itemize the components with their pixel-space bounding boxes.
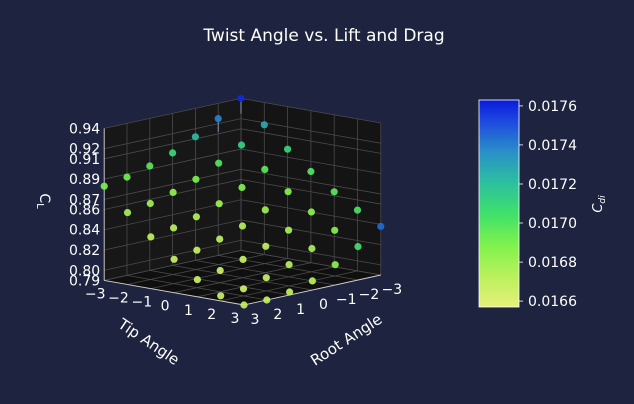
z-tick-label: 0.86 <box>69 203 100 219</box>
data-point <box>216 235 224 243</box>
x-tick-label: −1 <box>131 295 152 311</box>
z-tick-label: 0.94 <box>69 121 100 137</box>
data-point <box>239 285 248 293</box>
data-point <box>193 276 201 284</box>
colorbar-tick-label: 0.0166 <box>528 294 577 310</box>
gridline-z <box>104 179 381 210</box>
data-point <box>100 182 108 190</box>
data-point <box>330 188 338 196</box>
colorbar-ticks: 0.0166 0.0168 0.0170 0.0172 0.0174 0.0176 <box>519 99 577 310</box>
data-point <box>261 165 269 173</box>
colorbar-tick-label: 0.0170 <box>528 216 577 232</box>
data-point <box>237 94 245 102</box>
data-point <box>238 183 246 192</box>
y-tick-label: −3 <box>381 282 402 298</box>
data-point <box>353 206 362 214</box>
data-point <box>260 121 268 129</box>
y-axis-label: Root Angle <box>307 310 385 369</box>
data-point <box>307 167 315 176</box>
data-point <box>308 244 316 253</box>
data-point <box>331 261 339 269</box>
data-point <box>123 209 132 217</box>
data-point <box>240 301 248 309</box>
z-tick-label: 0.89 <box>69 172 100 188</box>
data-point <box>169 149 177 157</box>
data-point <box>191 133 199 141</box>
x-tick-label: 3 <box>231 311 240 327</box>
gridline-z <box>104 239 381 271</box>
y-tick-label: 2 <box>273 307 282 323</box>
data-point <box>193 246 201 254</box>
z-tick-label: 0.82 <box>69 243 100 259</box>
gridline-z <box>104 128 381 160</box>
data-point <box>377 222 385 230</box>
data-point <box>216 266 224 275</box>
z-tick-label: 0.84 <box>69 223 100 239</box>
data-point <box>262 242 270 250</box>
data-point <box>146 162 154 170</box>
gridline-z <box>104 168 381 200</box>
data-point <box>262 274 270 282</box>
colorbar-tick-label: 0.0168 <box>528 255 577 271</box>
data-point <box>170 255 178 263</box>
y-tick-label: 1 <box>296 302 305 318</box>
data-point <box>261 206 269 214</box>
data-point <box>286 288 294 296</box>
data-point <box>285 226 293 234</box>
colorbar-tick-label: 0.0176 <box>528 99 577 115</box>
data-point <box>169 188 177 196</box>
data-point <box>284 188 292 196</box>
tick-labels: −3 −2 −1 0 1 2 3−3−2−101230.790.800.820.840.86… <box>69 121 402 328</box>
y-tick-label: −1 <box>336 292 357 308</box>
data-point <box>170 224 178 232</box>
data-point <box>192 175 200 183</box>
data-point <box>284 145 292 153</box>
x-tick-label: 0 <box>161 299 170 315</box>
y-tick-label: 3 <box>251 312 260 328</box>
z-tick-label: 0.92 <box>69 142 100 158</box>
data-point <box>263 296 271 304</box>
data-points <box>100 94 385 309</box>
colorbar-gradient <box>478 99 520 308</box>
colorbar: 0.0166 0.0168 0.0170 0.0172 0.0174 0.0176 Cdi <box>478 99 608 310</box>
colorbar-tick-label: 0.0174 <box>528 138 577 154</box>
z-axis-label: CL <box>34 193 52 209</box>
y-tick-label: 0 <box>319 297 328 313</box>
colorbar-tick-label: 0.0172 <box>528 177 577 193</box>
x-axis-line <box>104 279 245 306</box>
colorbar-label: Cdi <box>591 195 608 213</box>
data-point <box>146 199 154 208</box>
x-tick-label: −2 <box>108 291 129 307</box>
data-point <box>308 277 316 285</box>
x-axis-label: Tip Angle <box>114 314 183 369</box>
data-point <box>215 159 223 167</box>
x-tick-label: −3 <box>85 286 106 302</box>
gridline-z <box>104 118 381 150</box>
data-point <box>354 243 362 251</box>
data-point <box>215 200 223 208</box>
data-point <box>192 213 200 221</box>
data-point <box>331 226 339 234</box>
x-tick-label: 1 <box>184 303 193 319</box>
data-point <box>123 173 131 181</box>
z-tick-label: 0.80 <box>69 263 100 279</box>
data-point <box>147 233 155 241</box>
data-point <box>237 141 246 149</box>
data-point <box>307 208 315 216</box>
z-tick-label: 0.87 <box>69 192 100 208</box>
data-point <box>214 115 222 123</box>
y-tick-label: −2 <box>359 287 380 303</box>
data-point <box>239 255 247 263</box>
gridline-z <box>104 199 381 231</box>
z-tick-label: 0.91 <box>69 152 100 168</box>
data-point <box>238 222 247 230</box>
z-tick-label: 0.79 <box>69 273 100 289</box>
data-point <box>285 261 293 269</box>
chart-title: Twist Angle vs. Lift and Drag <box>202 26 444 46</box>
data-point <box>217 292 225 300</box>
x-tick-label: 2 <box>207 307 216 323</box>
